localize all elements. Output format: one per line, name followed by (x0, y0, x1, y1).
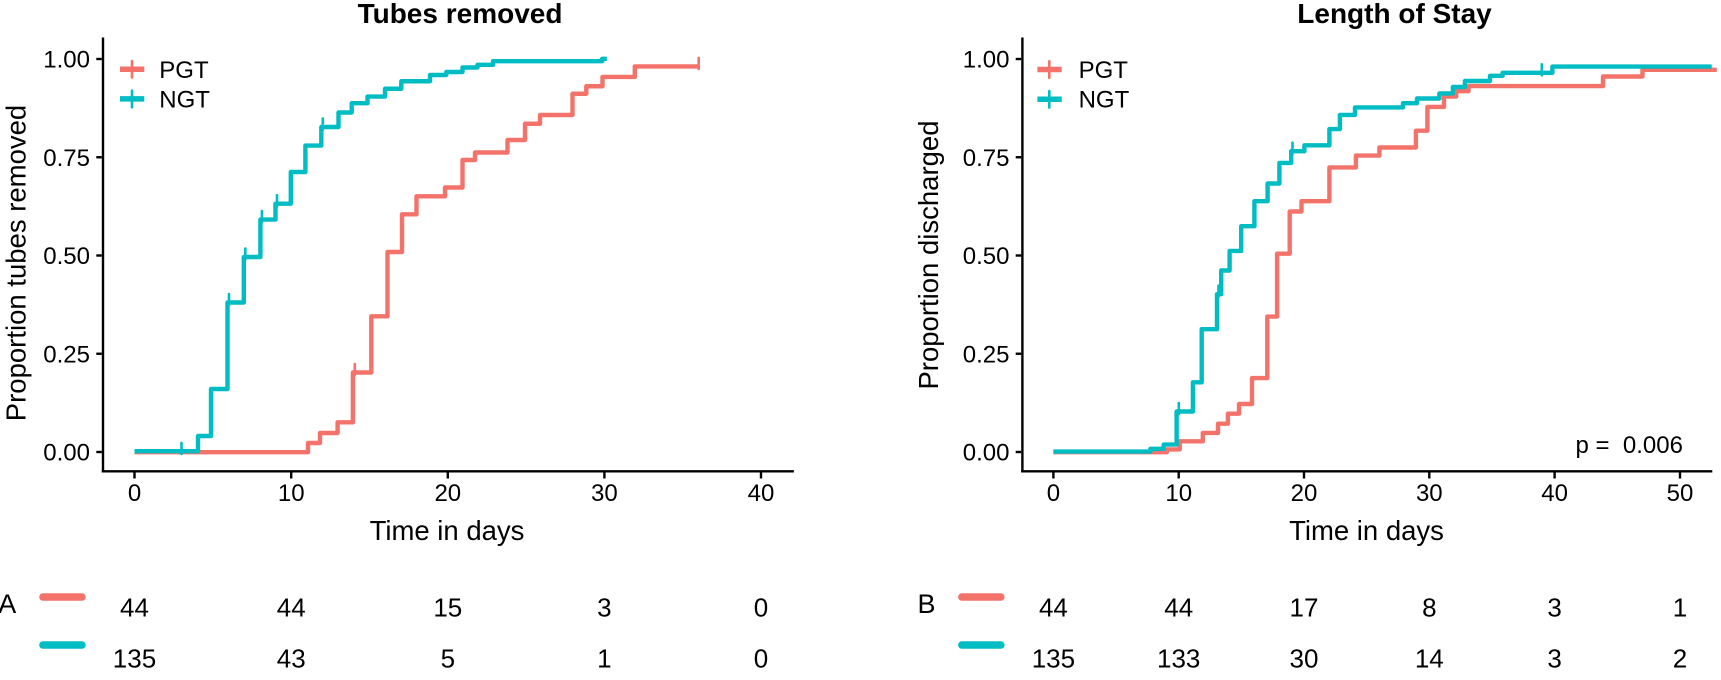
svg-text:p = 0.006: p = 0.006 (1576, 432, 1683, 459)
svg-text:20: 20 (1291, 480, 1318, 507)
svg-text:1.00: 1.00 (43, 47, 90, 74)
svg-text:3: 3 (1547, 643, 1561, 673)
svg-text:30: 30 (1416, 480, 1443, 507)
svg-text:NGT: NGT (1079, 87, 1130, 114)
svg-text:10: 10 (1165, 480, 1192, 507)
svg-text:17: 17 (1290, 593, 1319, 623)
svg-text:44: 44 (1164, 593, 1193, 623)
svg-text:Length of Stay: Length of Stay (1297, 0, 1492, 29)
svg-text:43: 43 (277, 643, 306, 673)
svg-text:40: 40 (1541, 480, 1568, 507)
svg-text:0.75: 0.75 (963, 145, 1010, 172)
svg-text:Proportion discharged: Proportion discharged (913, 120, 944, 389)
svg-text:135: 135 (1032, 643, 1075, 673)
svg-text:30: 30 (591, 480, 618, 507)
svg-text:2: 2 (1673, 643, 1687, 673)
svg-text:0.00: 0.00 (43, 440, 90, 467)
svg-text:40: 40 (748, 480, 775, 507)
svg-text:50: 50 (1667, 480, 1694, 507)
svg-text:0.50: 0.50 (43, 243, 90, 270)
svg-text:44: 44 (1039, 593, 1068, 623)
svg-text:0.00: 0.00 (963, 440, 1010, 467)
svg-text:3: 3 (597, 593, 611, 623)
svg-text:15: 15 (433, 593, 462, 623)
svg-text:PGT: PGT (159, 57, 209, 84)
svg-text:3: 3 (1547, 593, 1561, 623)
svg-text:30: 30 (1290, 643, 1319, 673)
svg-text:A: A (0, 589, 16, 619)
svg-text:8: 8 (1422, 593, 1436, 623)
svg-text:133: 133 (1157, 643, 1200, 673)
svg-text:5: 5 (441, 643, 455, 673)
svg-text:0: 0 (1047, 480, 1060, 507)
svg-text:0: 0 (128, 480, 141, 507)
svg-text:Tubes removed: Tubes removed (358, 0, 563, 29)
svg-text:10: 10 (278, 480, 305, 507)
svg-text:0: 0 (754, 643, 768, 673)
svg-text:44: 44 (277, 593, 306, 623)
svg-text:Proportion tubes removed: Proportion tubes removed (0, 105, 31, 421)
svg-text:14: 14 (1415, 643, 1444, 673)
svg-text:0.50: 0.50 (963, 243, 1010, 270)
svg-text:0.25: 0.25 (43, 341, 90, 368)
svg-text:135: 135 (113, 643, 156, 673)
svg-text:B: B (917, 589, 935, 619)
svg-text:Time in days: Time in days (1289, 515, 1444, 546)
svg-text:44: 44 (120, 593, 149, 623)
svg-text:1: 1 (1673, 593, 1687, 623)
svg-text:PGT: PGT (1079, 57, 1129, 84)
svg-text:NGT: NGT (159, 87, 210, 114)
svg-text:Time in days: Time in days (370, 515, 525, 546)
svg-text:20: 20 (434, 480, 461, 507)
svg-text:1: 1 (597, 643, 611, 673)
svg-text:0.25: 0.25 (963, 341, 1010, 368)
svg-text:0: 0 (754, 593, 768, 623)
svg-text:1.00: 1.00 (963, 47, 1010, 74)
svg-text:0.75: 0.75 (43, 145, 90, 172)
